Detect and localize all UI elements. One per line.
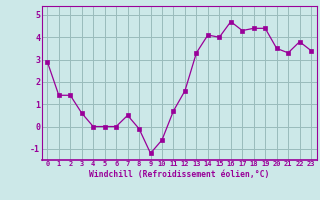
X-axis label: Windchill (Refroidissement éolien,°C): Windchill (Refroidissement éolien,°C): [89, 170, 269, 179]
